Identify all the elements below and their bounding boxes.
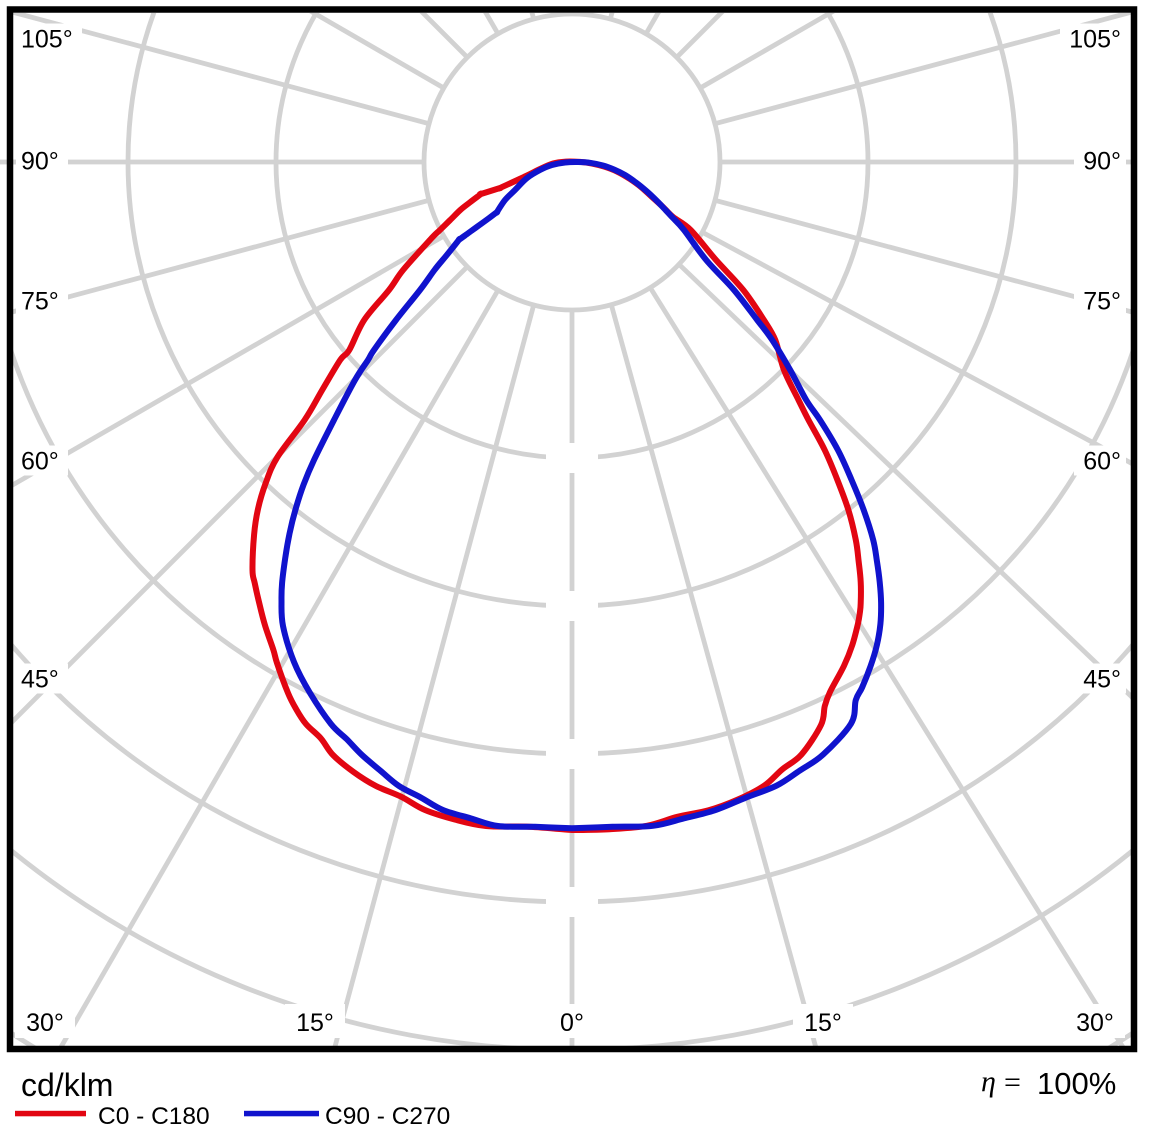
svg-text:100%: 100% — [1037, 1066, 1116, 1101]
svg-text:90°: 90° — [1083, 148, 1121, 176]
svg-text:=: = — [1004, 1066, 1021, 1099]
svg-text:75°: 75° — [1083, 288, 1121, 316]
svg-text:15°: 15° — [804, 1009, 842, 1037]
svg-text:105°: 105° — [21, 26, 73, 54]
svg-text:30°: 30° — [1076, 1009, 1114, 1037]
svg-text:30°: 30° — [26, 1009, 64, 1037]
svg-text:15°: 15° — [296, 1009, 334, 1037]
svg-text:45°: 45° — [21, 666, 59, 694]
svg-text:cd/klm: cd/klm — [21, 1067, 113, 1103]
svg-text:C90 - C270: C90 - C270 — [325, 1103, 450, 1130]
svg-text:η: η — [981, 1065, 996, 1098]
svg-text:0°: 0° — [560, 1009, 584, 1037]
svg-text:60°: 60° — [1083, 448, 1121, 476]
svg-text:90°: 90° — [21, 148, 59, 176]
svg-text:60°: 60° — [21, 448, 59, 476]
svg-text:45°: 45° — [1083, 666, 1121, 694]
svg-text:C0 - C180: C0 - C180 — [98, 1103, 210, 1130]
svg-text:105°: 105° — [1069, 26, 1121, 54]
svg-text:75°: 75° — [21, 288, 59, 316]
